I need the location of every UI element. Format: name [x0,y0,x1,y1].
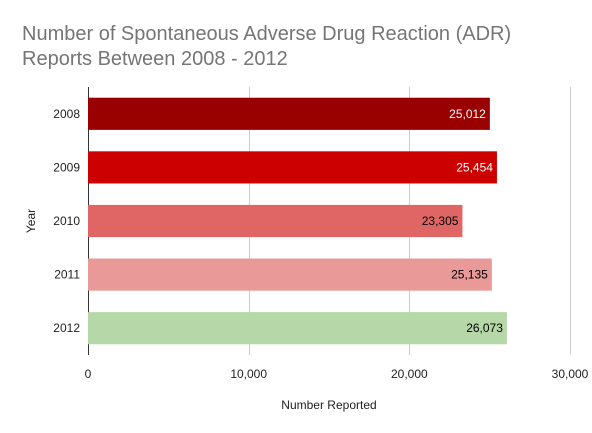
x-axis-tick-labels: 0 10,000 20,000 30,000 [85,367,589,381]
x-tick-label: 30,000 [552,367,589,381]
chart-title: Number of Spontaneous Adverse Drug React… [22,23,512,70]
bar-2008 [88,97,490,130]
bar-value-label-2012: 26,073 [466,321,503,335]
x-tick-label: 20,000 [391,367,428,381]
x-tick-label: 10,000 [230,367,267,381]
bar-value-label-2010: 23,305 [422,214,459,228]
bar-value-label-2008: 25,012 [449,107,486,121]
y-tick-label-2008: 2008 [53,107,80,121]
bar-2012 [88,312,507,345]
bar-value-labels: 25,012 25,454 23,305 25,135 26,073 [422,107,504,335]
bars [88,97,507,345]
y-tick-label-2012: 2012 [53,321,80,335]
y-tick-label-2010: 2010 [53,214,80,228]
y-axis-tick-labels: 2008 2009 2010 2011 2012 [53,107,80,335]
bar-2010 [88,204,463,238]
bar-value-label-2009: 25,454 [456,160,493,174]
bar-value-label-2011: 25,135 [451,268,488,282]
y-tick-label-2011: 2011 [54,268,80,282]
x-tick-label: 0 [85,367,92,381]
x-axis-title: Number Reported [281,398,376,412]
y-axis-title: Year [24,209,38,233]
bar-2009 [88,151,497,184]
bar-2011 [88,258,492,291]
y-tick-label-2009: 2009 [53,160,80,174]
